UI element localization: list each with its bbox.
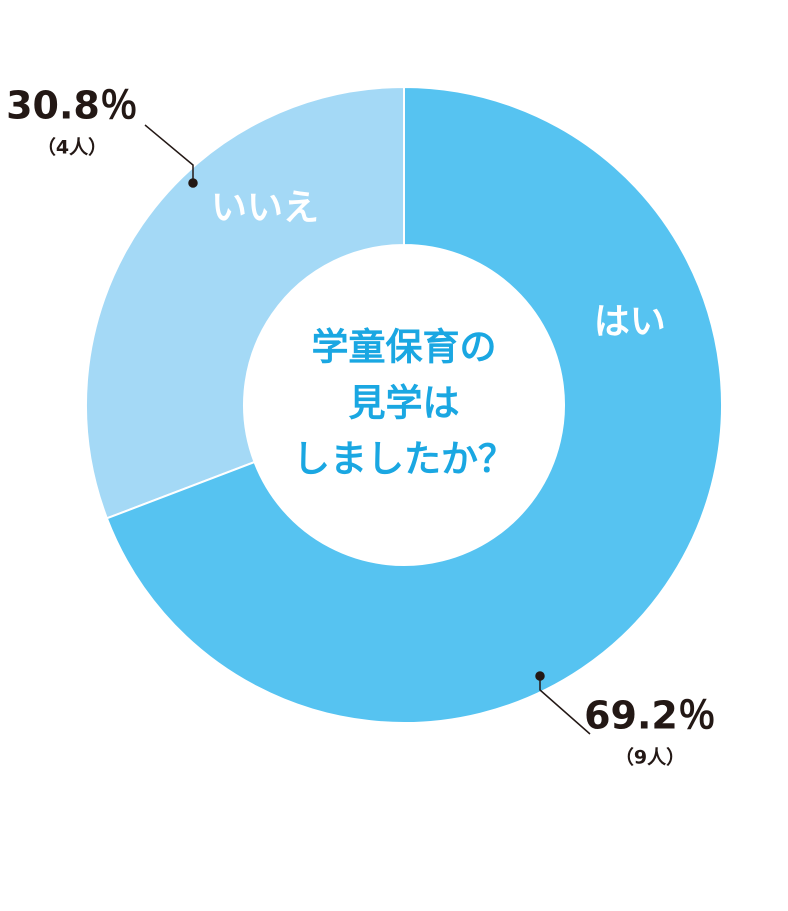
leader-dot	[188, 178, 198, 188]
value-label: 69.2％	[584, 694, 716, 738]
category-label: いいえ	[211, 187, 319, 228]
value-label: 30.8％	[6, 84, 138, 128]
leader-line	[144, 124, 194, 183]
leader-lines	[144, 124, 591, 735]
chart-title: 学童保育の	[312, 326, 497, 369]
chart-title: 見学は	[349, 382, 460, 425]
count-label: （4人）	[37, 136, 107, 159]
count-label: （9人）	[615, 746, 685, 769]
chart-title: しましたか？	[293, 438, 515, 481]
donut-slice	[105, 85, 723, 724]
category-label: はい	[594, 301, 666, 342]
donut-slice	[85, 85, 405, 520]
leader-dot	[535, 671, 545, 681]
